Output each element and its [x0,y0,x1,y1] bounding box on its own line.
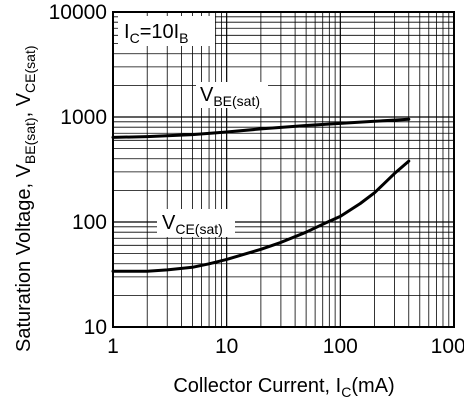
y-tick-label: 10 [84,316,107,339]
x-tick-label: 10 [215,335,238,358]
series-label-vbe: VBE(sat) [196,82,268,109]
tick-labels: 110100100010100100010000 [49,1,464,358]
y-axis-title-part1: Saturation Voltage, V [13,163,35,352]
series-label-vce-main: V [162,212,176,234]
series-label-vbe-sub: BE(sat) [213,93,260,109]
x-axis-title-unit: (mA) [351,375,394,397]
y-tick-label: 100 [72,211,107,234]
y-axis-title-part2: , V [13,92,35,117]
condition-eq: =10I [140,21,179,43]
series-label-vce-sub: CE(sat) [175,221,222,237]
series-line-vce-sat [111,159,411,273]
grid-layer [112,11,455,328]
plot-frame [112,11,455,328]
x-tick-label: 1000 [431,335,464,358]
curve-layer [111,117,411,273]
y-axis-title-sub2: CE(sat) [22,45,38,92]
y-tick-label: 1000 [60,106,107,129]
y-tick-label: 10000 [49,1,107,24]
series-label-vce: VCE(sat) [157,209,235,237]
series-label-vbe-main: V [200,84,214,106]
svg-text:VBE(sat): VBE(sat) [200,84,260,109]
x-axis-title-sub: C [341,384,351,400]
x-tick-label: 100 [323,335,358,358]
condition-ic: I [124,21,130,43]
condition-ic-sub: C [130,30,140,46]
series-line-vbe-sat [111,117,411,139]
svg-text:IC=10IB: IC=10IB [124,21,189,46]
y-axis-title: Saturation Voltage, VBE(sat), VCE(sat) [13,45,38,352]
condition-ib-sub: B [179,30,188,46]
x-axis-title-main: Collector Current, I [173,375,341,397]
svg-text:VCE(sat): VCE(sat) [162,212,223,237]
x-axis-title: Collector Current, IC(mA) [173,375,394,400]
condition-annotation: IC=10IB [118,16,215,46]
x-tick-label: 1 [107,335,119,358]
y-axis-title-sub1: BE(sat) [22,117,38,164]
